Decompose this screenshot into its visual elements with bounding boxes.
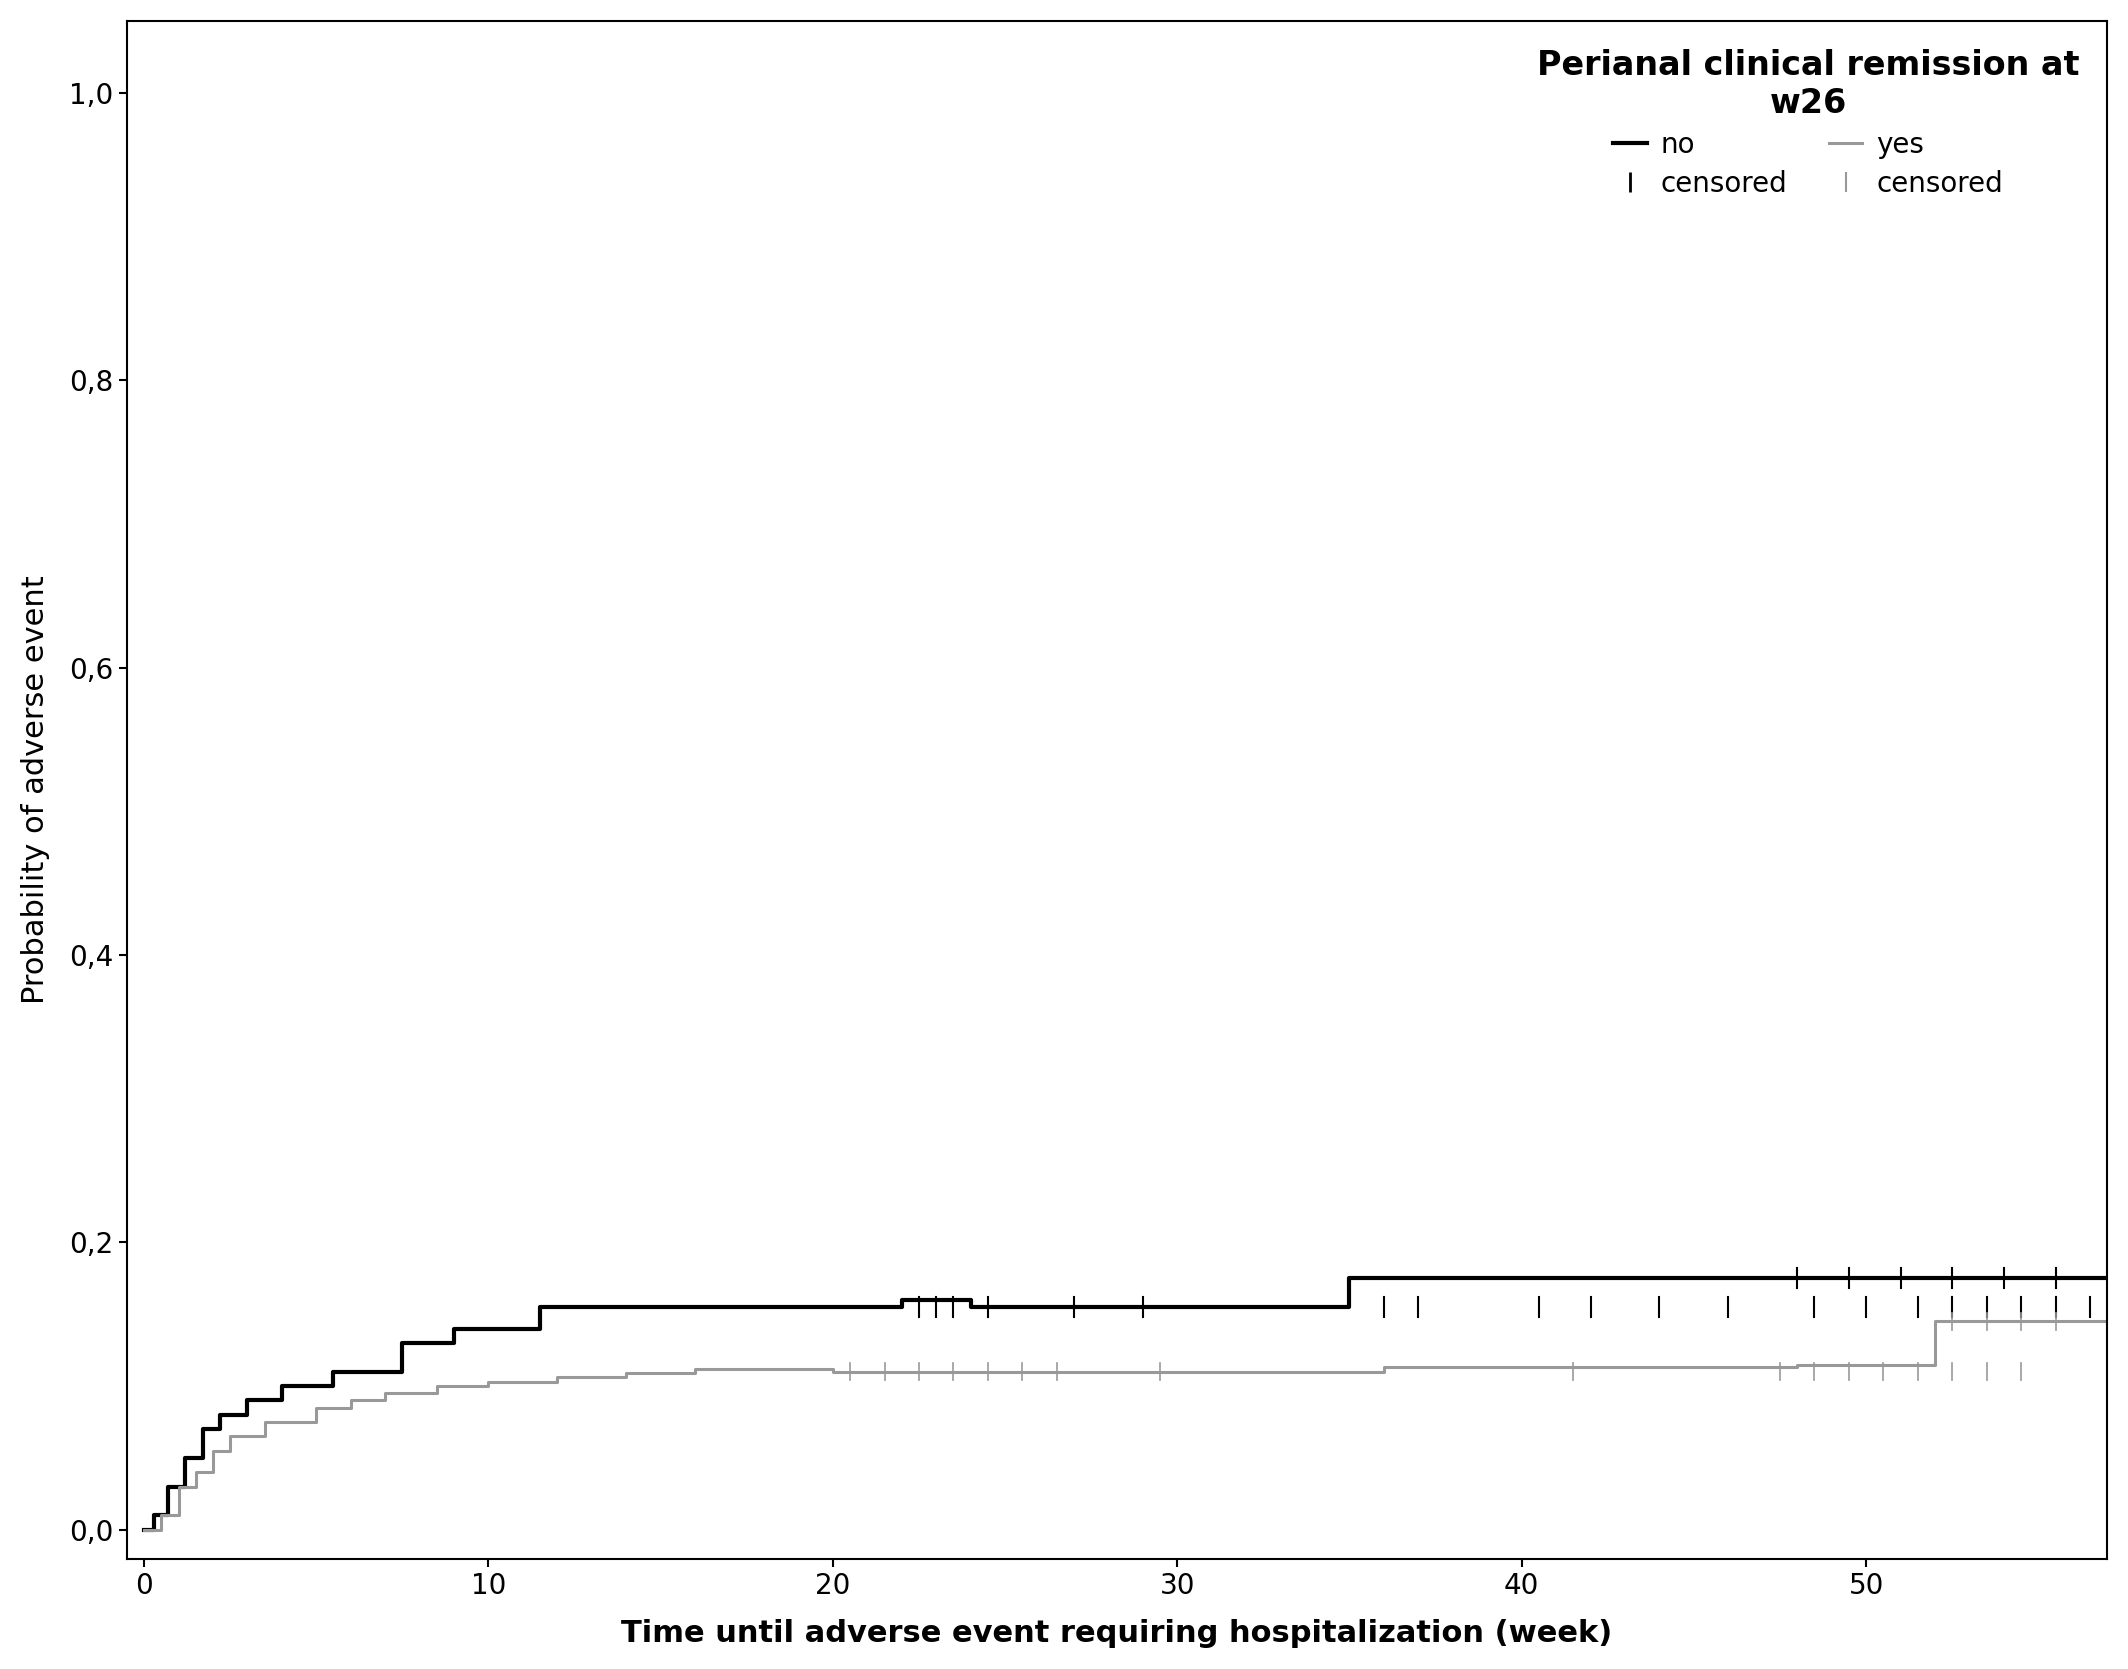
- X-axis label: Time until adverse event requiring hospitalization (week): Time until adverse event requiring hospi…: [621, 1619, 1613, 1649]
- Legend: no, censored, yes, censored: no, censored, yes, censored: [1524, 35, 2094, 212]
- Y-axis label: Probability of adverse event: Probability of adverse event: [21, 576, 49, 1005]
